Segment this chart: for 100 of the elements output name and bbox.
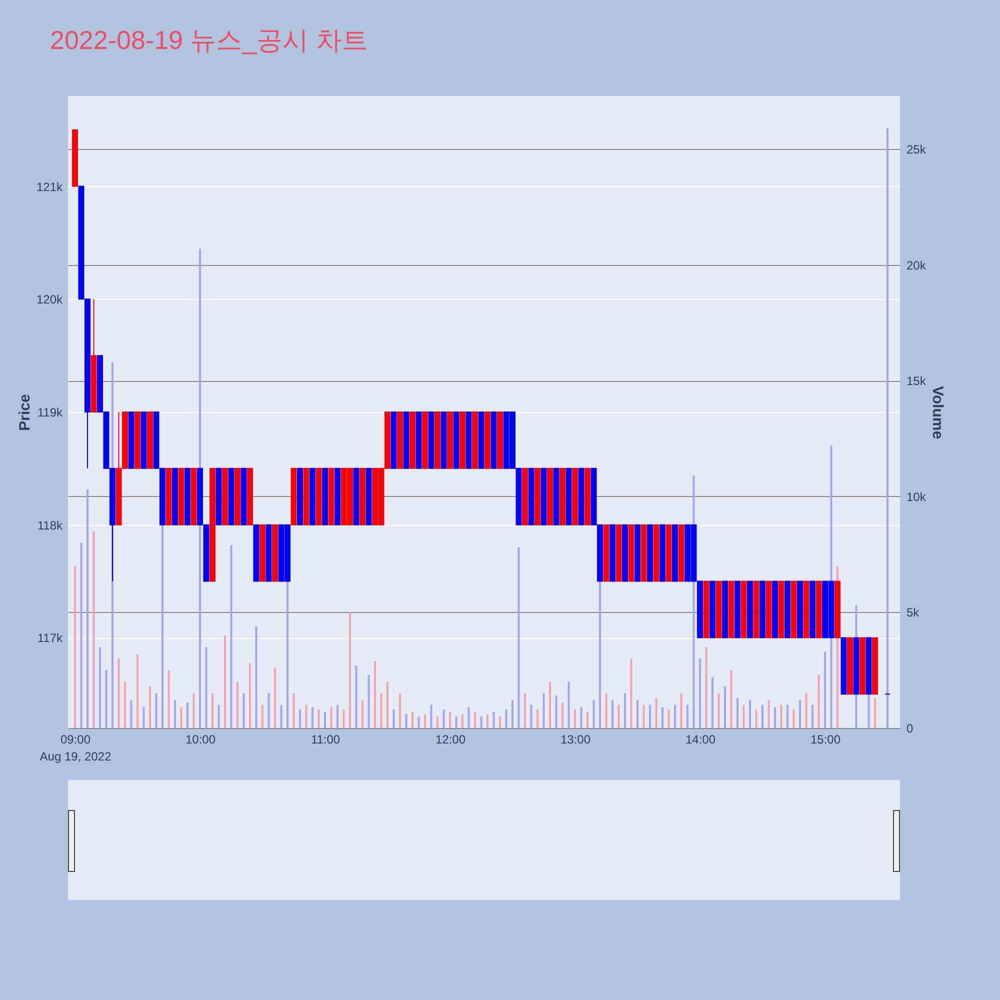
x-tick-label: 13:00 — [560, 732, 591, 746]
bar — [812, 704, 814, 728]
bar — [586, 712, 588, 728]
bar — [574, 709, 576, 728]
bar — [162, 524, 164, 728]
bar — [662, 707, 664, 728]
x-tick-label: 09:00 Aug 19, 2022 — [40, 732, 112, 764]
bar — [736, 698, 738, 728]
bar — [499, 716, 501, 728]
bar — [555, 696, 558, 728]
bar — [155, 693, 158, 728]
bar — [524, 693, 526, 728]
bar — [674, 704, 676, 728]
bar — [374, 660, 376, 728]
bar — [236, 682, 238, 728]
y-tick-label: 119k — [37, 406, 64, 420]
bar — [305, 704, 308, 728]
bar — [549, 682, 551, 728]
bar — [518, 547, 520, 728]
bar — [399, 693, 401, 728]
bar — [149, 686, 151, 728]
y-axis-title: Price — [16, 394, 34, 431]
y2-tick-label: 10k — [906, 490, 927, 504]
bar — [86, 490, 88, 728]
x-tick-label: 10:00 — [185, 732, 216, 746]
bar — [505, 709, 508, 728]
bar — [224, 635, 226, 728]
bar — [462, 714, 464, 728]
bar — [755, 709, 758, 728]
bar — [536, 709, 538, 728]
bar — [774, 707, 776, 728]
bar — [142, 707, 145, 728]
bar — [386, 682, 388, 728]
y-tick-label: 117k — [37, 631, 64, 646]
bar — [568, 682, 570, 728]
bar — [718, 693, 720, 728]
bar — [436, 716, 438, 728]
bar — [824, 652, 826, 728]
bar — [174, 700, 176, 728]
bar — [680, 693, 682, 728]
bar — [349, 612, 351, 728]
bar — [642, 704, 645, 728]
bar — [512, 700, 514, 728]
chart-title: 2022-08-19 뉴스_공시 차트 — [50, 25, 368, 55]
bar — [242, 693, 245, 728]
bar — [292, 693, 295, 728]
x-tick-label: 12:00 — [435, 732, 466, 746]
bar — [205, 646, 208, 728]
bar — [442, 709, 445, 728]
bar — [230, 545, 232, 728]
bar — [868, 693, 870, 728]
bar — [818, 674, 820, 728]
bar — [218, 704, 220, 728]
bar — [749, 700, 751, 728]
bar — [699, 658, 701, 728]
bar — [130, 700, 132, 728]
bar — [274, 668, 276, 728]
bar — [599, 580, 601, 728]
bar — [705, 646, 708, 728]
bar — [99, 646, 101, 728]
bar — [368, 674, 370, 728]
bar — [212, 693, 214, 728]
bar — [649, 704, 651, 728]
bar — [486, 714, 488, 728]
bar — [286, 580, 288, 728]
bar — [186, 702, 188, 728]
bar — [636, 700, 638, 728]
bar — [730, 670, 732, 728]
bar — [336, 704, 338, 728]
bar — [468, 707, 470, 728]
bar — [168, 670, 170, 728]
bar — [768, 700, 770, 728]
bar — [330, 707, 332, 728]
x-tick-label: 15:00 — [810, 732, 841, 746]
bar — [792, 709, 795, 728]
bar — [424, 714, 426, 728]
bar — [799, 700, 801, 728]
bar — [299, 709, 301, 728]
bar — [874, 698, 876, 728]
bar — [280, 704, 282, 728]
bar — [480, 716, 482, 728]
bar — [355, 665, 358, 728]
bar — [405, 714, 408, 728]
bar — [592, 700, 595, 728]
bar — [74, 566, 76, 728]
bar — [780, 704, 782, 728]
bar — [886, 128, 888, 728]
bar — [192, 693, 195, 728]
bar — [136, 654, 138, 728]
bar — [474, 712, 476, 728]
bar — [118, 658, 120, 728]
bar — [530, 704, 532, 728]
bar — [268, 693, 270, 728]
bar — [312, 707, 314, 728]
bar — [392, 709, 395, 728]
bar — [262, 704, 264, 728]
y-tick-label: 120k — [36, 292, 64, 307]
bar — [342, 709, 345, 728]
y-tick-label: 118k — [37, 518, 64, 532]
y2-tick-label: 5k — [906, 606, 920, 620]
